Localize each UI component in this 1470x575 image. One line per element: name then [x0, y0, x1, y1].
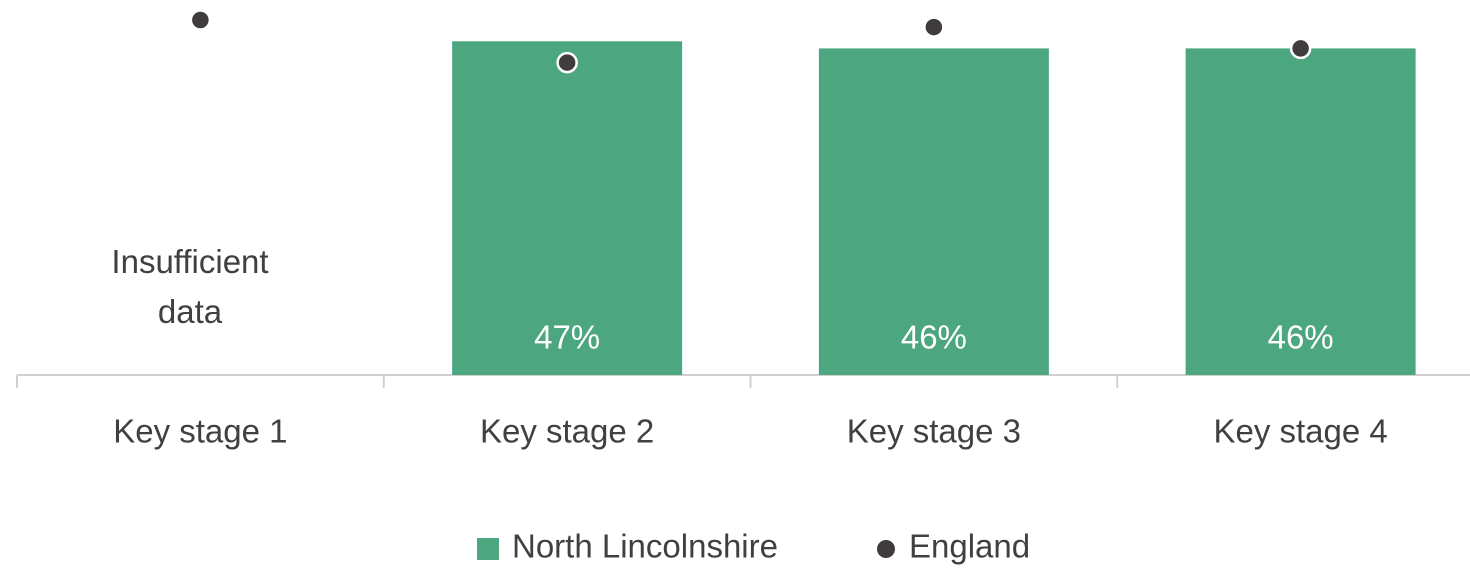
bar: [1185, 48, 1416, 376]
annotation: Insufficient data: [111, 243, 269, 330]
legend-label: North Lincolnshire: [512, 528, 778, 565]
value-label: 47%: [534, 319, 600, 356]
legend-label: England: [909, 528, 1030, 565]
bar: [818, 48, 1049, 376]
dot: [1289, 37, 1312, 60]
dot: [556, 51, 578, 74]
legend-swatch: [477, 538, 499, 560]
dot: [923, 16, 945, 38]
x-tick-label: Key stage 2: [480, 413, 654, 450]
x-tick-label: Key stage 1: [113, 413, 287, 450]
bar: [452, 41, 683, 376]
x-tick-label: Key stage 4: [1213, 413, 1387, 450]
dot: [189, 9, 212, 31]
value-label: 46%: [1268, 319, 1334, 356]
legend-swatch: [877, 540, 895, 558]
value-label: 46%: [901, 319, 967, 356]
x-tick-label: Key stage 3: [847, 413, 1021, 450]
